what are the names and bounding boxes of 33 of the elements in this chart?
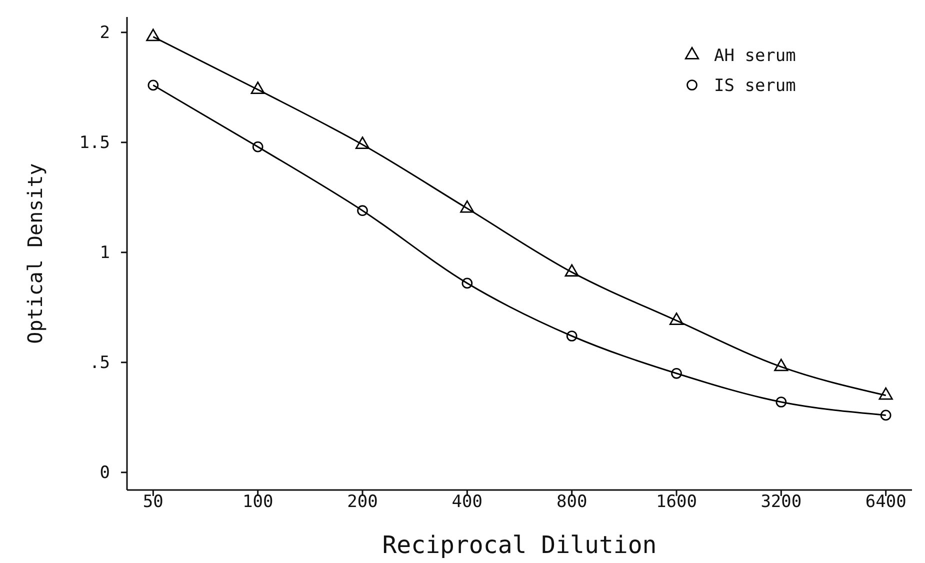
point: [252, 141, 264, 152]
point: [880, 410, 892, 421]
x-tick-label: 3200: [760, 492, 802, 512]
y-tick-label: 1: [100, 242, 110, 263]
x-tick-label: 400: [452, 492, 483, 512]
legend-label: IS serum: [714, 76, 796, 96]
point: [146, 28, 160, 42]
point: [460, 200, 474, 213]
point: [878, 387, 893, 400]
legend-label: AH serum: [714, 46, 796, 66]
x-tick-label: 800: [556, 492, 588, 512]
point: [250, 82, 265, 94]
point: [148, 80, 159, 91]
point: [566, 330, 578, 342]
x-tick-label: 50: [142, 492, 164, 512]
x-tick-label: 6400: [865, 492, 906, 512]
y-tick-label: 2: [100, 22, 110, 43]
point: [355, 136, 370, 149]
point: [671, 368, 682, 379]
y-tick-label: 0: [100, 462, 110, 483]
y-tick-label: .5: [90, 352, 110, 373]
point: [669, 312, 684, 325]
point: [357, 205, 368, 216]
point: [564, 264, 579, 277]
point: [462, 278, 473, 289]
y-axis-title: Optical Density: [23, 163, 47, 344]
y-tick-label: 1.5: [79, 132, 110, 153]
x-axis-title: Reciprocal Dilution: [382, 531, 657, 559]
x-tick-label: 100: [242, 492, 274, 512]
point: [776, 396, 787, 408]
x-tick-label: 1600: [656, 492, 697, 512]
x-tick-label: 200: [347, 492, 378, 512]
point: [774, 358, 788, 372]
